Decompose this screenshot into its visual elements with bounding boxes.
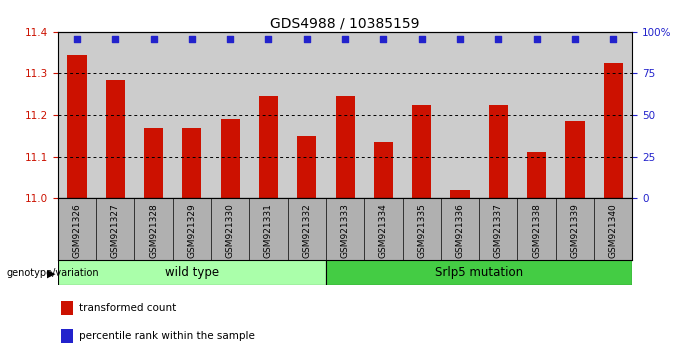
Point bbox=[454, 36, 465, 41]
Bar bbox=[67, 55, 86, 198]
Bar bbox=[489, 105, 508, 198]
Point bbox=[224, 36, 236, 41]
Point bbox=[416, 36, 427, 41]
Title: GDS4988 / 10385159: GDS4988 / 10385159 bbox=[271, 17, 420, 31]
Bar bbox=[335, 96, 355, 198]
Text: percentile rank within the sample: percentile rank within the sample bbox=[79, 331, 255, 341]
Text: GSM921327: GSM921327 bbox=[111, 203, 120, 258]
Point bbox=[493, 36, 504, 41]
Text: GSM921340: GSM921340 bbox=[609, 203, 617, 258]
Point bbox=[263, 36, 274, 41]
Bar bbox=[326, 260, 632, 285]
Text: GSM921336: GSM921336 bbox=[456, 203, 464, 258]
Text: GSM921337: GSM921337 bbox=[494, 203, 503, 258]
Text: GSM921330: GSM921330 bbox=[226, 203, 235, 258]
Point bbox=[109, 36, 121, 41]
Bar bbox=[450, 190, 470, 198]
Point bbox=[339, 36, 351, 41]
Text: wild type: wild type bbox=[165, 266, 219, 279]
Text: genotype/variation: genotype/variation bbox=[7, 268, 99, 278]
Bar bbox=[412, 105, 431, 198]
Bar bbox=[297, 136, 316, 198]
Text: GSM921339: GSM921339 bbox=[571, 203, 579, 258]
Text: GSM921335: GSM921335 bbox=[418, 203, 426, 258]
Bar bbox=[182, 127, 201, 198]
Text: Srlp5 mutation: Srlp5 mutation bbox=[435, 266, 523, 279]
Bar bbox=[58, 260, 326, 285]
Text: transformed count: transformed count bbox=[79, 303, 176, 313]
Bar bbox=[105, 80, 125, 198]
Text: GSM921334: GSM921334 bbox=[379, 203, 388, 258]
Point bbox=[148, 36, 159, 41]
Text: GSM921338: GSM921338 bbox=[532, 203, 541, 258]
Point bbox=[531, 36, 542, 41]
Text: ▶: ▶ bbox=[48, 268, 56, 278]
Bar bbox=[220, 119, 240, 198]
Bar bbox=[144, 127, 163, 198]
Point bbox=[71, 36, 82, 41]
Bar bbox=[259, 96, 278, 198]
Text: GSM921333: GSM921333 bbox=[341, 203, 350, 258]
Text: GSM921328: GSM921328 bbox=[149, 203, 158, 258]
Bar bbox=[527, 153, 546, 198]
Bar bbox=[604, 63, 623, 198]
Point bbox=[186, 36, 197, 41]
Point bbox=[608, 36, 619, 41]
Text: GSM921332: GSM921332 bbox=[303, 203, 311, 258]
Point bbox=[378, 36, 389, 41]
Point bbox=[569, 36, 580, 41]
Text: GSM921331: GSM921331 bbox=[264, 203, 273, 258]
Text: GSM921329: GSM921329 bbox=[188, 203, 197, 258]
Bar bbox=[374, 142, 393, 198]
Bar bbox=[565, 121, 585, 198]
Text: GSM921326: GSM921326 bbox=[73, 203, 82, 258]
Point bbox=[301, 36, 312, 41]
